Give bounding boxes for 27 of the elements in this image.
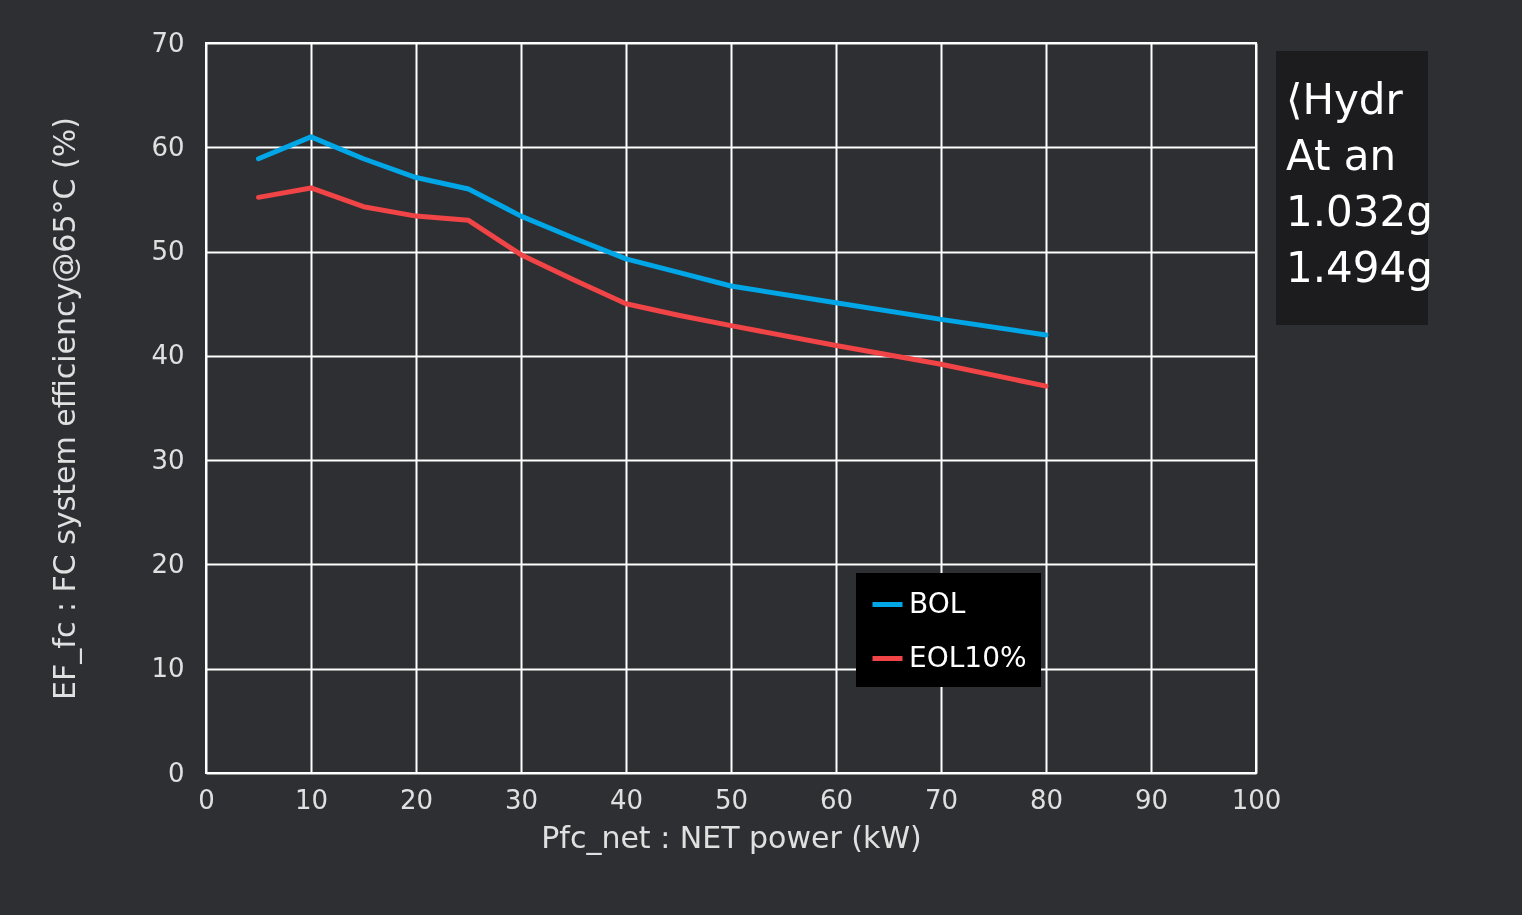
y-tick-label: 0 [167,757,185,788]
x-axis-title: Pfc_net : NET power (kW) [541,819,922,855]
y-axis-title: EF_fc : FC system efficiency@65°C (%) [47,117,83,700]
y-tick-label: 40 [151,340,185,371]
text: At an [1286,131,1397,180]
x-tick-label: 0 [198,784,215,815]
y-tick-label: 60 [151,131,185,162]
text: 1.032g [1286,187,1433,236]
y-tick-label: 70 [151,27,185,58]
y-tick-label: 50 [151,236,185,267]
text: 1.494g [1286,243,1433,292]
y-tick-label: 20 [151,548,185,579]
text: ⟨Hydr [1286,75,1404,124]
x-tick-label: 40 [609,784,644,815]
legend-label: EOL10% [909,640,1027,674]
x-tick-label: 20 [399,784,434,815]
legend-label: BOL [909,586,966,620]
y-tick-label: 30 [151,444,185,475]
x-tick-label: 100 [1231,784,1282,815]
x-tick-label: 70 [924,784,959,815]
x-tick-label: 80 [1029,784,1064,815]
x-tick-label: 50 [714,784,749,815]
y-tick-label: 10 [151,653,185,684]
x-tick-label: 60 [819,784,854,815]
x-tick-label: 10 [294,784,329,815]
x-tick-label: 30 [504,784,539,815]
x-tick-label: 90 [1134,784,1169,815]
